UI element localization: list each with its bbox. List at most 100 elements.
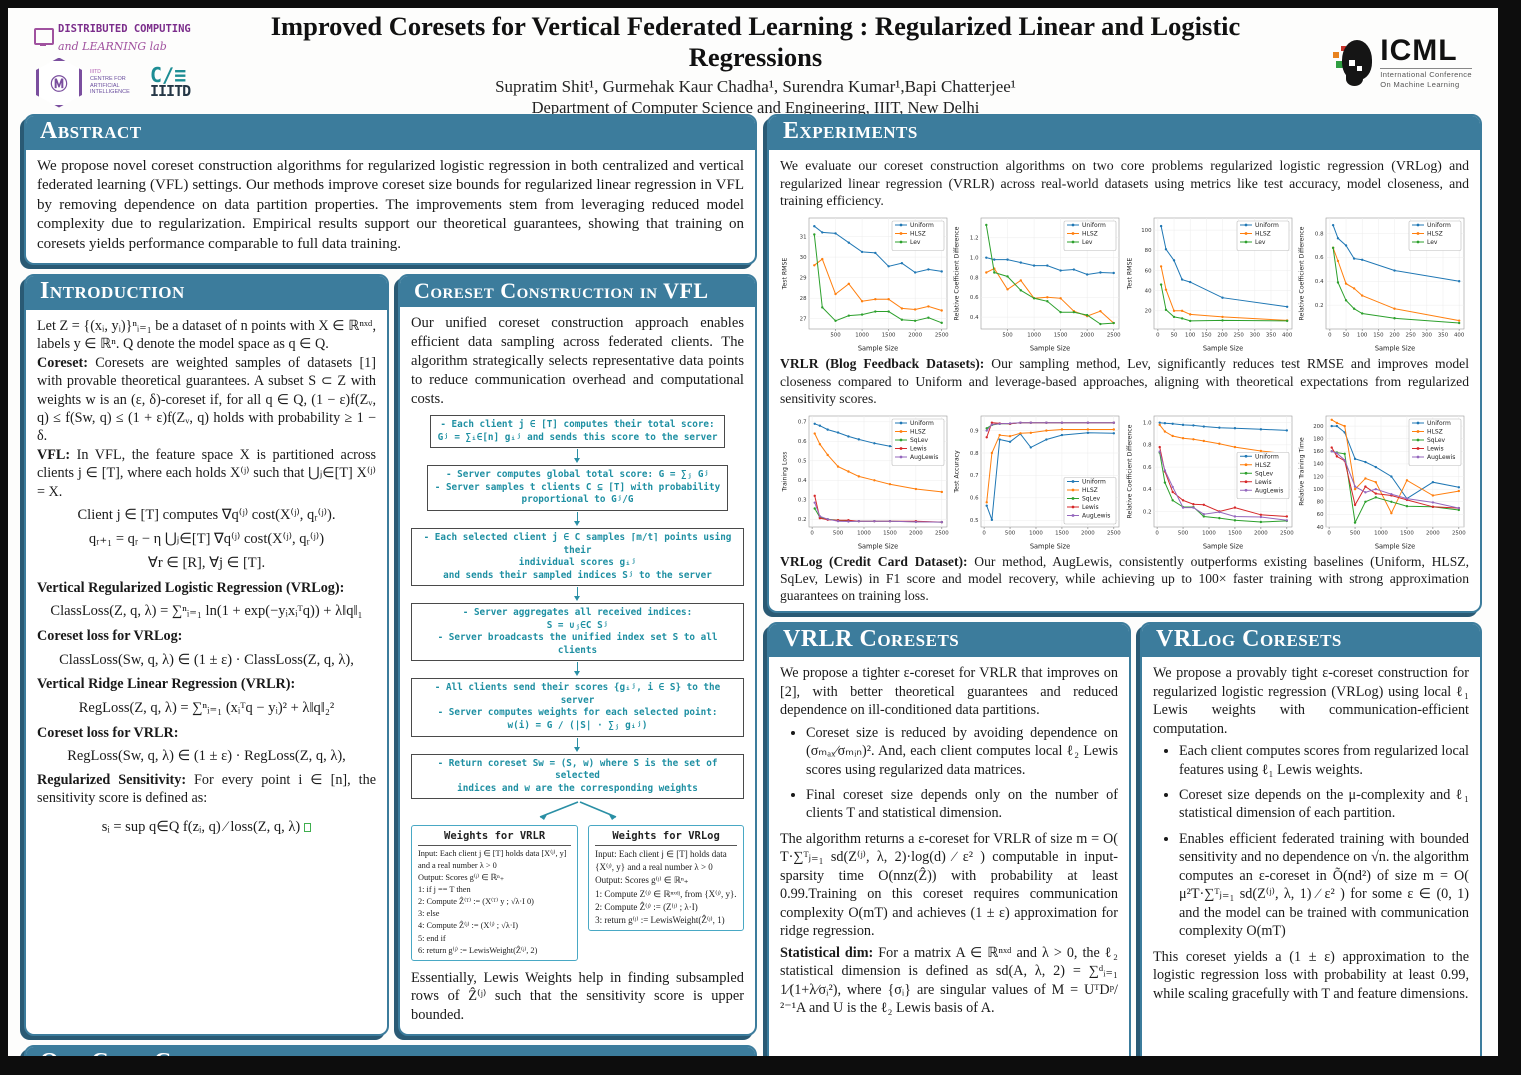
svg-text:Test Accuracy: Test Accuracy (954, 449, 961, 493)
svg-text:0.5: 0.5 (798, 458, 807, 464)
vrlr-chart-row: 27 28 29 30 31 500 1000 1500 2000 2500 Sample Size… (780, 212, 1469, 353)
svg-text:1.0: 1.0 (1143, 420, 1152, 426)
vrlr-coresets-heading: VRLR Coresets (769, 623, 1129, 658)
svg-text:1.0: 1.0 (970, 256, 979, 262)
split-arrows-icon (539, 801, 616, 821)
icml-subtitle: International Conference On Machine Learn… (1380, 68, 1472, 89)
svg-text:SqLev: SqLev (1082, 495, 1101, 502)
chart-credit-test-accuracy: 0.5 0.6 0.7 0.8 0.9 0 500 1000 1500 2000 2500 Sampl… (952, 410, 1124, 550)
svg-text:0.3: 0.3 (798, 497, 807, 503)
svg-text:1500: 1500 (1054, 333, 1068, 339)
svg-text:SqLev: SqLev (1255, 470, 1274, 477)
vrlog-intro: We propose a provably tight ε-coreset co… (1153, 665, 1469, 737)
svg-text:AugLewis: AugLewis (1082, 512, 1110, 519)
svg-text:2000: 2000 (1254, 530, 1268, 536)
svg-text:30: 30 (800, 255, 807, 261)
contribution-heading: Our Core Contribution (26, 1046, 755, 1056)
svg-text:500: 500 (1003, 333, 1014, 339)
svg-text:0: 0 (1156, 333, 1160, 339)
client-gradient-line: Client j ∈ [T] computes ∇q⁽ʲ⁾ cost(X⁽ʲ⁾,… (77, 507, 336, 524)
flow-step-6: - Return coreset Sw = (S, w) where S is … (411, 753, 744, 800)
svg-text:0.4: 0.4 (970, 315, 979, 321)
algo-line: Output: Scores g⁽ʲ⁾ ∈ ℝⁿ₊ (418, 873, 505, 883)
svg-text:28: 28 (800, 296, 807, 302)
svg-text:0.7: 0.7 (798, 419, 807, 425)
svg-text:Uniform: Uniform (1255, 453, 1279, 460)
svg-text:0.2: 0.2 (798, 517, 807, 523)
chart-blog2-rel-coef-diff: 0.2 0.4 0.6 0.8 0 50 100 150 200 250 300 350 400 Samp… (1297, 212, 1469, 353)
coreset-def-lead: Coreset: (37, 354, 88, 371)
svg-text:500: 500 (833, 530, 844, 536)
svg-text:HLSZ: HLSZ (1082, 487, 1098, 494)
vrlog-chart-row: 0.2 0.3 0.4 0.5 0.6 0.7 0 500 1000 1500 2000 2500 Sa… (780, 410, 1469, 550)
svg-text:80: 80 (1144, 248, 1151, 254)
affiliation: Department of Computer Science and Engin… (531, 97, 980, 117)
vrlog-closing: This coreset yields a (1 ± ε) approximat… (1153, 948, 1469, 1002)
svg-text:HLSZ: HLSZ (1427, 231, 1443, 238)
svg-text:Lewis: Lewis (910, 445, 927, 452)
svg-text:Uniform: Uniform (1082, 222, 1106, 229)
svg-text:HLSZ: HLSZ (1427, 428, 1443, 435)
algo-line: 6: return g⁽ʲ⁾ := LewisWeight(Ẑ⁽ʲ⁾, 2) (418, 945, 538, 955)
icml-logo: ICML International Conference On Machine … (1287, 36, 1472, 90)
svg-text:1500: 1500 (883, 530, 897, 536)
svg-text:2500: 2500 (1280, 530, 1294, 536)
authors: Supratim Shit¹, Gurmehak Kaur Chadha¹, S… (495, 76, 1016, 96)
svg-text:Lev: Lev (910, 239, 921, 246)
cai-hexagon-logo: Ⓜ (36, 57, 82, 108)
down-arrow-icon (573, 587, 580, 602)
vrlog-caption: VRLog (Credit Card Dataset): Our method,… (780, 553, 1470, 604)
svg-text:1000: 1000 (855, 333, 869, 339)
svg-text:Sample Size: Sample Size (1375, 542, 1415, 550)
algo-line: 5: end if (418, 933, 446, 943)
vrlr-formula: RegLoss(Z, q, λ) = ∑ⁿᵢ₌₁ (xᵢᵀq − yᵢ)² + … (78, 699, 335, 716)
algo-line: 2: Compute Ẑ⁽ʲ⁾ := (Z⁽ʲ⁾ ; λ·I) (595, 901, 698, 912)
svg-text:0.2: 0.2 (1143, 509, 1152, 515)
vrlog-heading: Vertical Regularized Logistic Regression… (37, 579, 345, 596)
svg-text:AugLewis: AugLewis (1255, 487, 1283, 494)
svg-text:120: 120 (1313, 474, 1324, 480)
svg-text:100: 100 (1313, 486, 1324, 492)
section-vrlog-coresets: VRLog Coresets We propose a provably tig… (1140, 621, 1482, 1056)
sensitivity-formula: sᵢ = sup q∈Q f(zᵢ, q) ∕ loss(Z, q, λ) (37, 818, 376, 837)
svg-text:0.9: 0.9 (970, 428, 979, 434)
svg-text:Relative Coefficient Differenc: Relative Coefficient Difference (954, 227, 961, 321)
algo-vrlr-title: Weights for VRLR (418, 829, 572, 847)
stray-glyph (304, 823, 312, 833)
svg-text:350: 350 (1438, 333, 1449, 339)
svg-text:500: 500 (1178, 530, 1189, 536)
svg-text:180: 180 (1313, 436, 1324, 442)
vrlr-bullet-1: Coreset size is reduced by avoiding depe… (806, 724, 1118, 779)
vrlog-bullet-2: Coreset size depends on the μ-complexity… (1179, 786, 1469, 823)
vrlr-loss-formula: RegLoss(Sw, q, λ) ∈ (1 ± ε) · RegLoss(Z,… (67, 748, 346, 765)
algo-line: 3: else (418, 909, 440, 919)
svg-text:Uniform: Uniform (1427, 420, 1451, 427)
vrlr-heading: Vertical Ridge Linear Regression (VRLR): (37, 676, 296, 693)
algo-line: 4: Compute Ẑ⁽ʲ⁾ := (X⁽ʲ⁾ ; √λ·I) (418, 921, 519, 931)
svg-text:0.8: 0.8 (970, 276, 979, 282)
svg-text:2000: 2000 (1081, 333, 1095, 339)
svg-text:31: 31 (800, 235, 807, 241)
algo-line: 3: return g⁽ʲ⁾ := LewisWeight(Ẑ⁽ʲ⁾, 1) (595, 914, 725, 925)
svg-text:0.7: 0.7 (970, 473, 979, 479)
down-arrow-icon (573, 511, 580, 526)
svg-text:2000: 2000 (908, 333, 922, 339)
flow-step-2: - Server computes global total score: G … (426, 465, 729, 511)
svg-text:60: 60 (1144, 269, 1151, 275)
dcl-lab-name-2: and LEARNING lab (58, 39, 167, 53)
svg-text:Relative Coefficient Differenc: Relative Coefficient Difference (1298, 227, 1305, 321)
svg-text:0: 0 (810, 530, 814, 536)
svg-text:100: 100 (1141, 228, 1152, 234)
chart-credit-training-loss: 0.2 0.3 0.4 0.5 0.6 0.7 0 500 1000 1500 2000 2500 Sa… (780, 410, 952, 550)
svg-text:0.4: 0.4 (798, 478, 807, 484)
svg-text:0.6: 0.6 (798, 439, 807, 445)
svg-text:HLSZ: HLSZ (1255, 461, 1271, 468)
coreset-def-text: Coresets are weighted samples of dataset… (37, 354, 376, 445)
svg-text:2000: 2000 (1426, 530, 1440, 536)
svg-text:2000: 2000 (1081, 530, 1095, 536)
monitor-icon (34, 28, 54, 46)
svg-text:2500: 2500 (1107, 333, 1121, 339)
svg-text:0.6: 0.6 (1315, 256, 1324, 262)
svg-text:Sample Size: Sample Size (1030, 542, 1070, 550)
